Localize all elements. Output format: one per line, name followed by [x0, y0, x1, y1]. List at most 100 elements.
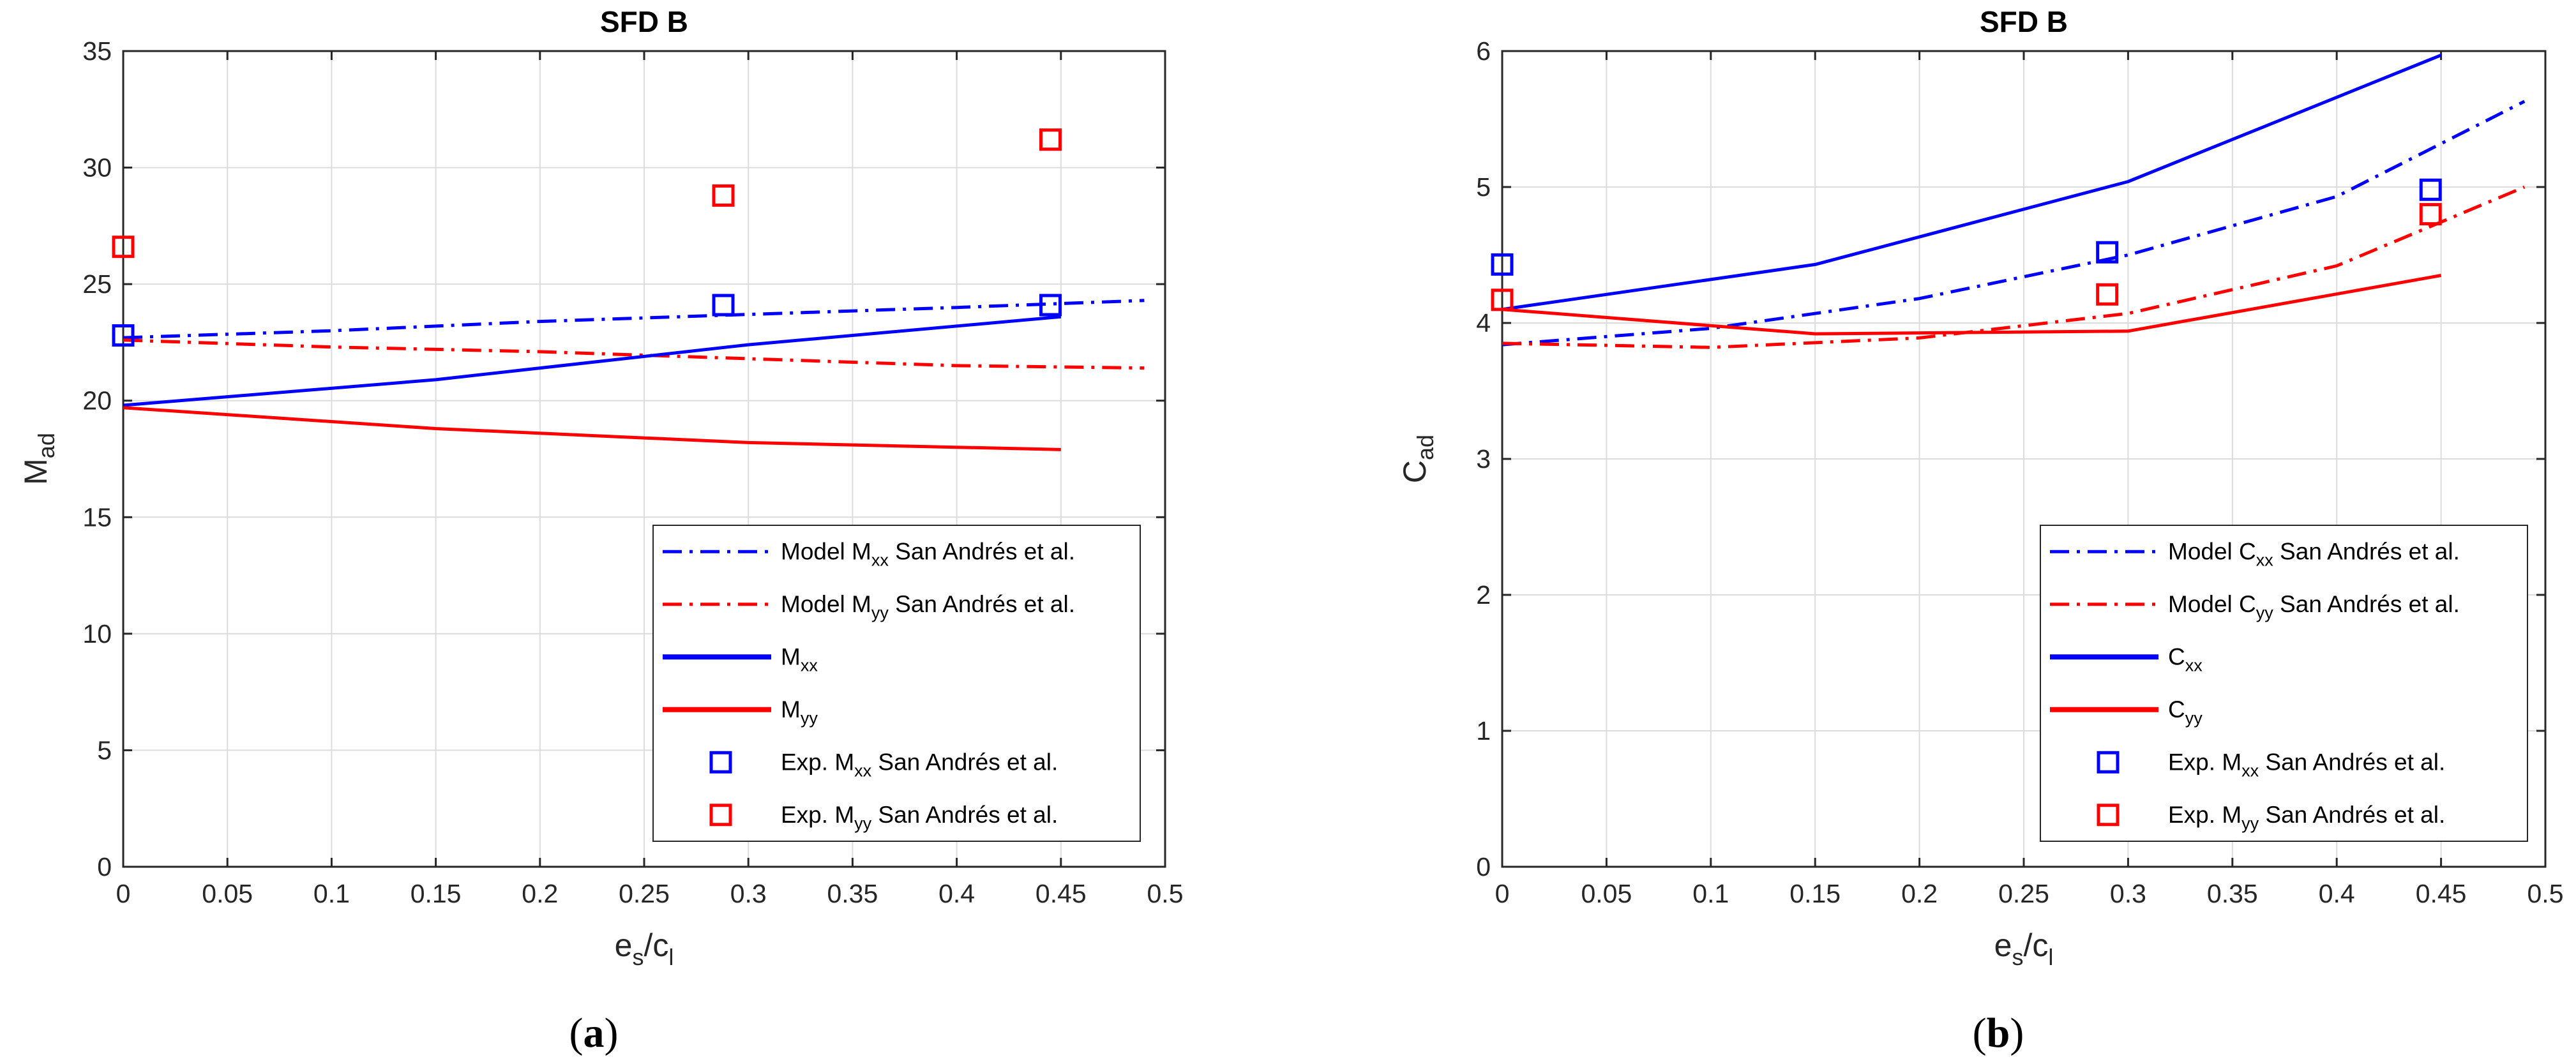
- legend-label-pre: M: [781, 643, 801, 670]
- x-tick-label: 0.45: [1036, 879, 1087, 908]
- x-tick-label: 0.5: [1147, 879, 1184, 908]
- data-point-marker: [712, 184, 735, 207]
- legend-label-pre: M: [781, 696, 801, 723]
- data-point-marker: [1491, 253, 1514, 276]
- legend-label-post: San Andrés et al.: [871, 749, 1058, 775]
- legend-swatch: [709, 751, 732, 774]
- series-line: [123, 406, 1061, 451]
- legend-item: Mxx: [663, 643, 818, 675]
- data-point-marker: [2419, 203, 2442, 226]
- x-tick-label: 0.35: [2207, 879, 2258, 908]
- x-tick-label: 0.05: [1581, 879, 1632, 908]
- x-tick-label: 0.2: [522, 879, 558, 908]
- x-tick-label: 0.1: [1692, 879, 1729, 908]
- series-line: [1502, 100, 2526, 347]
- series-line: [1502, 185, 2526, 349]
- x-tick-label: 0: [116, 879, 131, 908]
- series-line: [1502, 274, 2442, 336]
- legend-label: Model Cyy San Andrés et al.: [2168, 591, 2460, 622]
- legend-label-sub: yy: [2241, 814, 2259, 833]
- legend-swatch: [709, 804, 732, 827]
- legend-label-post: San Andrés et al.: [2259, 802, 2445, 828]
- legend-label: Model Myy San Andrés et al.: [781, 591, 1075, 622]
- data-point-marker: [112, 324, 135, 347]
- x-tick-label: 0.05: [202, 879, 253, 908]
- legend-item: Myy: [663, 696, 818, 728]
- legend-label: Exp. Mxx San Andrés et al.: [2168, 749, 2445, 780]
- legend: Model Cxx San Andrés et al. Model Cyy San…: [2040, 525, 2528, 842]
- y-tick-label: 5: [97, 735, 112, 765]
- panel-caption-letter: a: [584, 1010, 605, 1056]
- legend-item: Model Cyy San Andrés et al.: [2050, 591, 2460, 622]
- legend-label: Mxx: [781, 643, 818, 675]
- x-tick-label: 0: [1495, 879, 1510, 908]
- chart-title: SFD B: [600, 5, 688, 38]
- chart-panel-a: 0 0.05 0.1 0.15 0.2 0.25 0.3 0.35 0.4 0.45 0.5 0 5 10…: [18, 5, 1184, 1056]
- x-tick-label: 0.25: [619, 879, 670, 908]
- y-tick-label: 2: [1476, 580, 1491, 610]
- series-line: [123, 299, 1145, 340]
- legend-item: Model Cxx San Andrés et al.: [2050, 538, 2460, 569]
- x-tick-label: 0.45: [2416, 879, 2467, 908]
- data-point-marker: [112, 236, 135, 259]
- data-point-marker: [1039, 294, 1062, 317]
- y-axis-label-main: M: [18, 458, 54, 485]
- y-tick-label: 6: [1476, 36, 1491, 66]
- y-tick-label: 1: [1476, 716, 1491, 746]
- legend-label-post: San Andrés et al.: [2273, 538, 2460, 564]
- legend-item: Exp. Mxx San Andrés et al.: [2097, 749, 2445, 780]
- legend-label-pre: Model M: [781, 538, 871, 564]
- series-4: [112, 294, 1062, 347]
- data-point-marker: [712, 294, 735, 317]
- y-tick-label: 5: [1476, 172, 1491, 202]
- legend-label-pre: C: [2168, 643, 2185, 670]
- series-3: [1502, 274, 2442, 336]
- series-2: [1502, 54, 2442, 311]
- x-tick-label: 0.15: [411, 879, 462, 908]
- legend-label-sub: yy: [854, 814, 872, 833]
- legend-label-pre: Exp. M: [2168, 749, 2241, 775]
- panel-caption: (b): [1973, 1010, 2024, 1056]
- legend-label-pre: C: [2168, 696, 2185, 723]
- legend-item: Cxx: [2050, 643, 2203, 675]
- x-tick-label: 0.3: [2110, 879, 2146, 908]
- series-5: [1491, 203, 2442, 311]
- y-axis-label: Mad: [18, 433, 59, 485]
- panel-caption: (a): [569, 1010, 619, 1056]
- legend-label-sub: yy: [801, 708, 818, 728]
- x-axis-label-sub2: l: [668, 944, 674, 970]
- series-3: [123, 406, 1061, 451]
- series-line: [123, 315, 1062, 407]
- legend-label-sub: xx: [2256, 550, 2274, 569]
- data-point-marker: [2096, 241, 2119, 264]
- x-tick-label: 0.4: [2319, 879, 2355, 908]
- y-tick-label: 0: [97, 852, 112, 881]
- legend-item: Cyy: [2050, 696, 2203, 728]
- x-axis-label-main: e: [1994, 927, 2012, 963]
- legend-label: Model Cxx San Andrés et al.: [2168, 538, 2460, 569]
- legend-label-post: San Andrés et al.: [2273, 591, 2460, 617]
- data-point-marker: [2096, 283, 2119, 306]
- legend-item: Exp. Myy San Andrés et al.: [709, 802, 1058, 833]
- chart-panel-b: 0 0.05 0.1 0.15 0.2 0.25 0.3 0.35 0.4 0.45 0.5 0 1 2 3…: [1397, 5, 2564, 1056]
- series-2: [123, 315, 1062, 407]
- data-point-marker: [1039, 128, 1062, 151]
- series-line: [1502, 54, 2442, 311]
- series-0: [1502, 100, 2526, 347]
- x-axis-label-sub2: l: [2048, 944, 2053, 970]
- y-axis-label-sub: ad: [1412, 435, 1438, 460]
- x-tick-label: 0.4: [938, 879, 975, 908]
- y-tick-label: 20: [82, 386, 112, 416]
- legend-label-pre: Exp. M: [781, 802, 854, 828]
- x-tick-label: 0.2: [1901, 879, 1938, 908]
- legend-label: Model Mxx San Andrés et al.: [781, 538, 1075, 569]
- y-tick-label: 4: [1476, 308, 1491, 338]
- panel-caption-letter: b: [1987, 1010, 2010, 1056]
- legend-label: Exp. Myy San Andrés et al.: [2168, 802, 2445, 833]
- legend-swatch: [2097, 751, 2120, 774]
- legend-label-sub: xx: [801, 656, 818, 675]
- x-tick-label: 0.35: [827, 879, 878, 908]
- legend-label-sub: xx: [871, 550, 889, 569]
- legend-item: Exp. Myy San Andrés et al.: [2097, 802, 2445, 833]
